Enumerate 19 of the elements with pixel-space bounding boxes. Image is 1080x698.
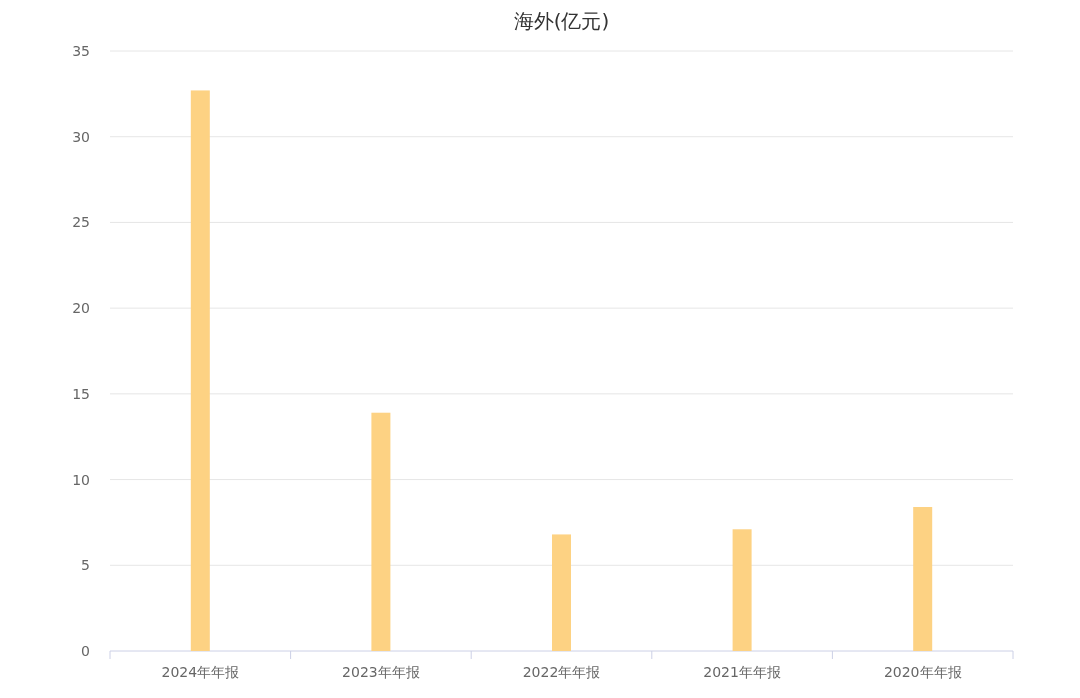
bar bbox=[190, 90, 210, 651]
y-tick-label: 25 bbox=[72, 214, 90, 231]
bar bbox=[552, 534, 571, 651]
x-tick-label: 2024年年报 bbox=[161, 664, 240, 680]
bar bbox=[371, 412, 391, 651]
x-tick-label: 2020年年报 bbox=[883, 664, 962, 680]
y-tick-label: 15 bbox=[72, 385, 90, 402]
x-tick-label: 2023年年报 bbox=[342, 664, 420, 680]
bar bbox=[732, 529, 752, 651]
y-tick-label: 20 bbox=[72, 300, 90, 317]
x-tick-label: 2021年年报 bbox=[703, 664, 781, 680]
y-tick-label: 0 bbox=[81, 643, 90, 659]
y-tick-label: 30 bbox=[72, 128, 90, 145]
y-tick-label: 35 bbox=[72, 43, 90, 59]
y-tick-label: 5 bbox=[81, 557, 90, 574]
x-tick-label: 2022年年报 bbox=[522, 664, 601, 680]
y-tick-label: 10 bbox=[72, 471, 90, 488]
chart-title: 海外(亿元) bbox=[513, 9, 610, 33]
bar bbox=[913, 507, 933, 651]
